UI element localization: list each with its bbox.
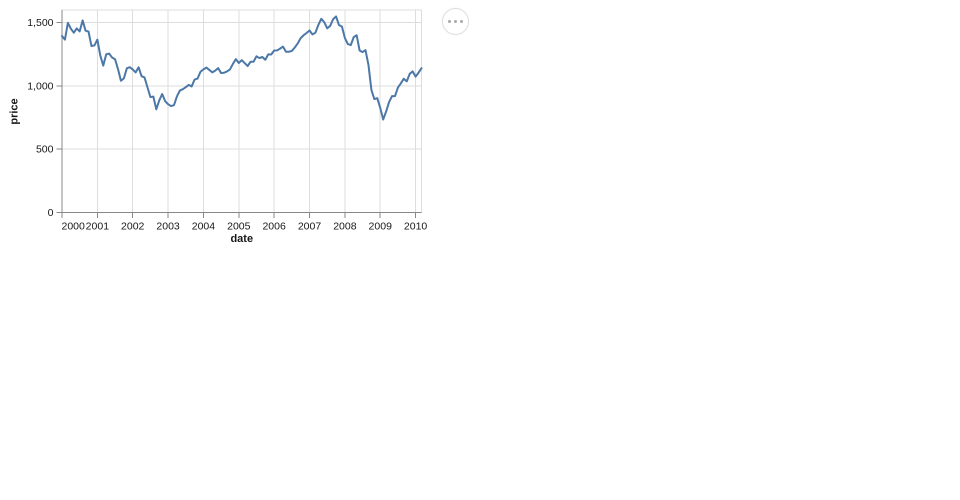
mark-layer	[61, 15, 423, 121]
ellipsis-dot	[448, 20, 451, 23]
price-series-line	[61, 15, 423, 121]
x-tick-label: 2000	[62, 221, 86, 233]
ellipsis-icon	[448, 20, 463, 23]
y-tick-label: 1,000	[27, 80, 53, 92]
y-axis-title: price	[9, 98, 21, 124]
x-tick-label: 2002	[121, 221, 145, 233]
chart-actions-button[interactable]	[442, 8, 469, 35]
x-tick-label: 2005	[227, 221, 251, 233]
x-tick-label: 2006	[262, 221, 286, 233]
x-tick-label: 2001	[86, 221, 110, 233]
x-tick-label: 2004	[192, 221, 216, 233]
x-tick-label: 2009	[369, 221, 393, 233]
y-tick-label: 500	[36, 144, 54, 156]
x-tick-label: 2010	[404, 221, 428, 233]
price-line-chart: 2000 2001 2002 2003 2004 2005 2006 2007 2008 2009…	[9, 9, 427, 245]
axis-layer: 2000 2001 2002 2003 2004 2005 2006 2007 2008 2009…	[27, 10, 427, 233]
x-tick-label: 2008	[333, 221, 357, 233]
ellipsis-dot	[454, 20, 457, 23]
x-tick-label: 2007	[298, 221, 322, 233]
x-tick-label: 2003	[156, 221, 180, 233]
grid-layer	[61, 9, 422, 213]
plot-border	[61, 9, 422, 213]
y-tick-label: 0	[48, 207, 54, 219]
y-tick-label: 1,500	[27, 17, 53, 29]
x-axis-title: date	[230, 233, 253, 245]
ellipsis-dot	[460, 20, 463, 23]
